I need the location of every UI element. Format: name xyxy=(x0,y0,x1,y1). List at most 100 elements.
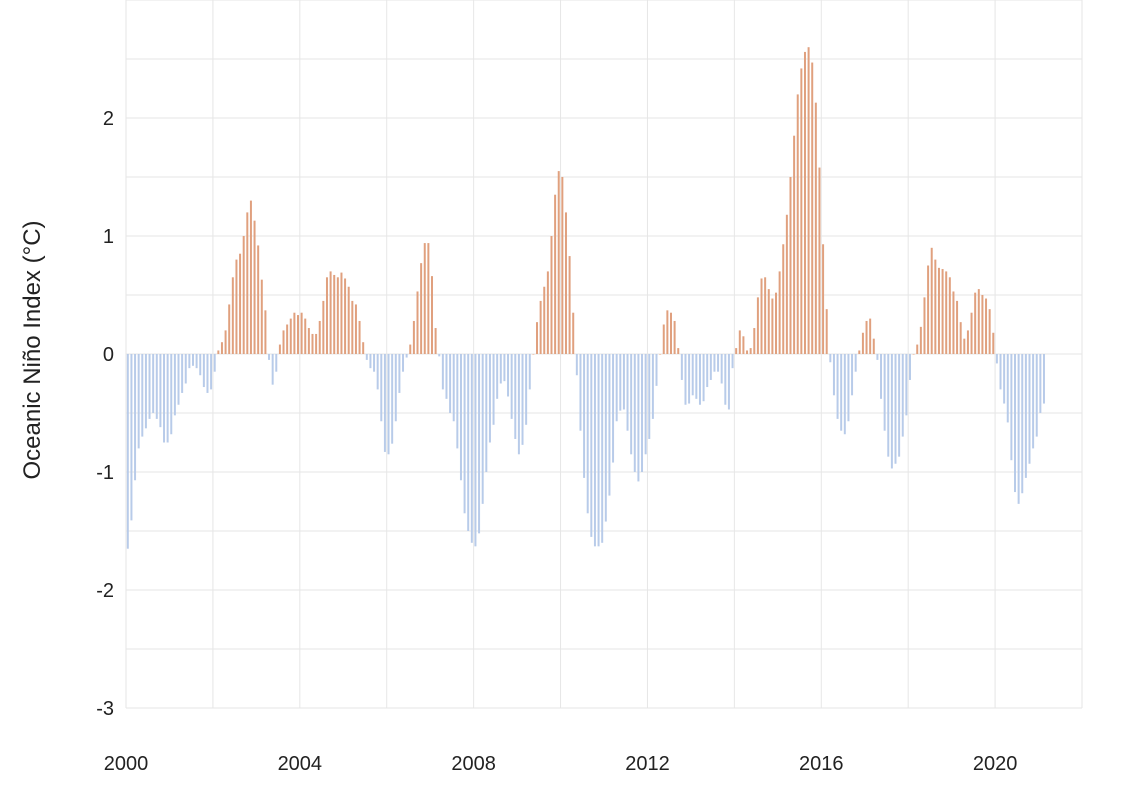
bar xyxy=(590,354,593,537)
bar xyxy=(402,354,405,372)
bar xyxy=(362,342,365,354)
bar xyxy=(543,286,546,354)
bar xyxy=(528,354,531,390)
bar xyxy=(188,354,191,369)
bar xyxy=(579,354,582,431)
x-tick-label: 2008 xyxy=(451,753,496,775)
bar xyxy=(615,354,618,422)
bar xyxy=(956,300,959,354)
bar xyxy=(995,354,998,364)
bar xyxy=(706,354,709,388)
bar xyxy=(608,354,611,496)
bar xyxy=(796,94,799,355)
bar xyxy=(872,338,875,354)
bar xyxy=(260,279,263,354)
bar xyxy=(253,220,256,354)
bar xyxy=(170,354,173,435)
bar xyxy=(619,354,622,411)
bar xyxy=(307,328,310,354)
bar xyxy=(803,51,806,355)
bar xyxy=(1039,354,1042,413)
bar xyxy=(517,354,520,455)
bar xyxy=(235,259,238,354)
bar xyxy=(698,354,701,405)
bar xyxy=(890,354,893,469)
bar xyxy=(666,310,669,354)
bar xyxy=(999,354,1002,390)
bar xyxy=(420,263,423,354)
bar xyxy=(438,354,441,357)
bar xyxy=(333,274,336,354)
bar xyxy=(626,354,629,431)
bar xyxy=(814,102,817,354)
bar xyxy=(282,330,285,354)
bar xyxy=(789,177,792,354)
x-tick-label: 2016 xyxy=(799,753,844,775)
bar xyxy=(318,320,321,354)
bar xyxy=(1042,354,1045,404)
bar xyxy=(449,354,452,413)
bar xyxy=(1021,354,1024,494)
bar xyxy=(945,271,948,354)
bar xyxy=(206,354,209,393)
bar xyxy=(564,212,567,354)
bar xyxy=(561,177,564,354)
bar xyxy=(246,212,249,354)
bar xyxy=(1014,354,1017,493)
y-tick-label: -1 xyxy=(96,462,114,484)
bar xyxy=(720,354,723,384)
bar xyxy=(974,292,977,354)
bar xyxy=(134,354,137,481)
bar xyxy=(249,200,252,354)
bar xyxy=(358,320,361,354)
bar xyxy=(593,354,596,547)
bar xyxy=(760,278,763,354)
bar xyxy=(764,277,767,354)
bar xyxy=(680,354,683,380)
bars xyxy=(126,47,1045,549)
bar xyxy=(329,271,332,354)
bar xyxy=(807,47,810,354)
bar xyxy=(742,336,745,354)
bar xyxy=(459,354,462,481)
bar xyxy=(568,256,571,354)
bar xyxy=(988,309,991,354)
bar xyxy=(959,322,962,354)
bar xyxy=(177,354,180,405)
bar xyxy=(416,291,419,354)
bar xyxy=(655,354,658,386)
bar xyxy=(861,332,864,354)
bar xyxy=(369,354,372,369)
bar xyxy=(470,354,473,543)
y-axis-title: Oceanic Niño Index (°C) xyxy=(19,220,46,479)
bar xyxy=(478,354,481,534)
bar xyxy=(184,354,187,384)
bar xyxy=(854,354,857,372)
bar xyxy=(297,315,300,354)
y-tick-label: 1 xyxy=(103,226,114,248)
bar xyxy=(923,297,926,354)
bar xyxy=(503,354,506,382)
bar xyxy=(966,330,969,354)
bar xyxy=(173,354,176,416)
bar xyxy=(239,253,242,354)
bar xyxy=(488,354,491,443)
bar xyxy=(354,304,357,354)
bar xyxy=(271,354,274,385)
bar xyxy=(641,354,644,472)
bar xyxy=(876,354,879,360)
bar xyxy=(213,354,216,372)
bar xyxy=(434,328,437,354)
bar xyxy=(977,289,980,354)
x-axis-tick-labels: 2000 2004 2008 2012 2016 2020 xyxy=(104,753,1018,775)
bar xyxy=(735,348,738,354)
x-tick-label: 2004 xyxy=(278,753,323,775)
bar xyxy=(724,354,727,405)
bar xyxy=(749,348,752,354)
bar xyxy=(583,354,586,478)
bar xyxy=(195,354,198,369)
bar xyxy=(601,354,604,543)
bar xyxy=(148,354,151,419)
bar xyxy=(901,354,904,437)
